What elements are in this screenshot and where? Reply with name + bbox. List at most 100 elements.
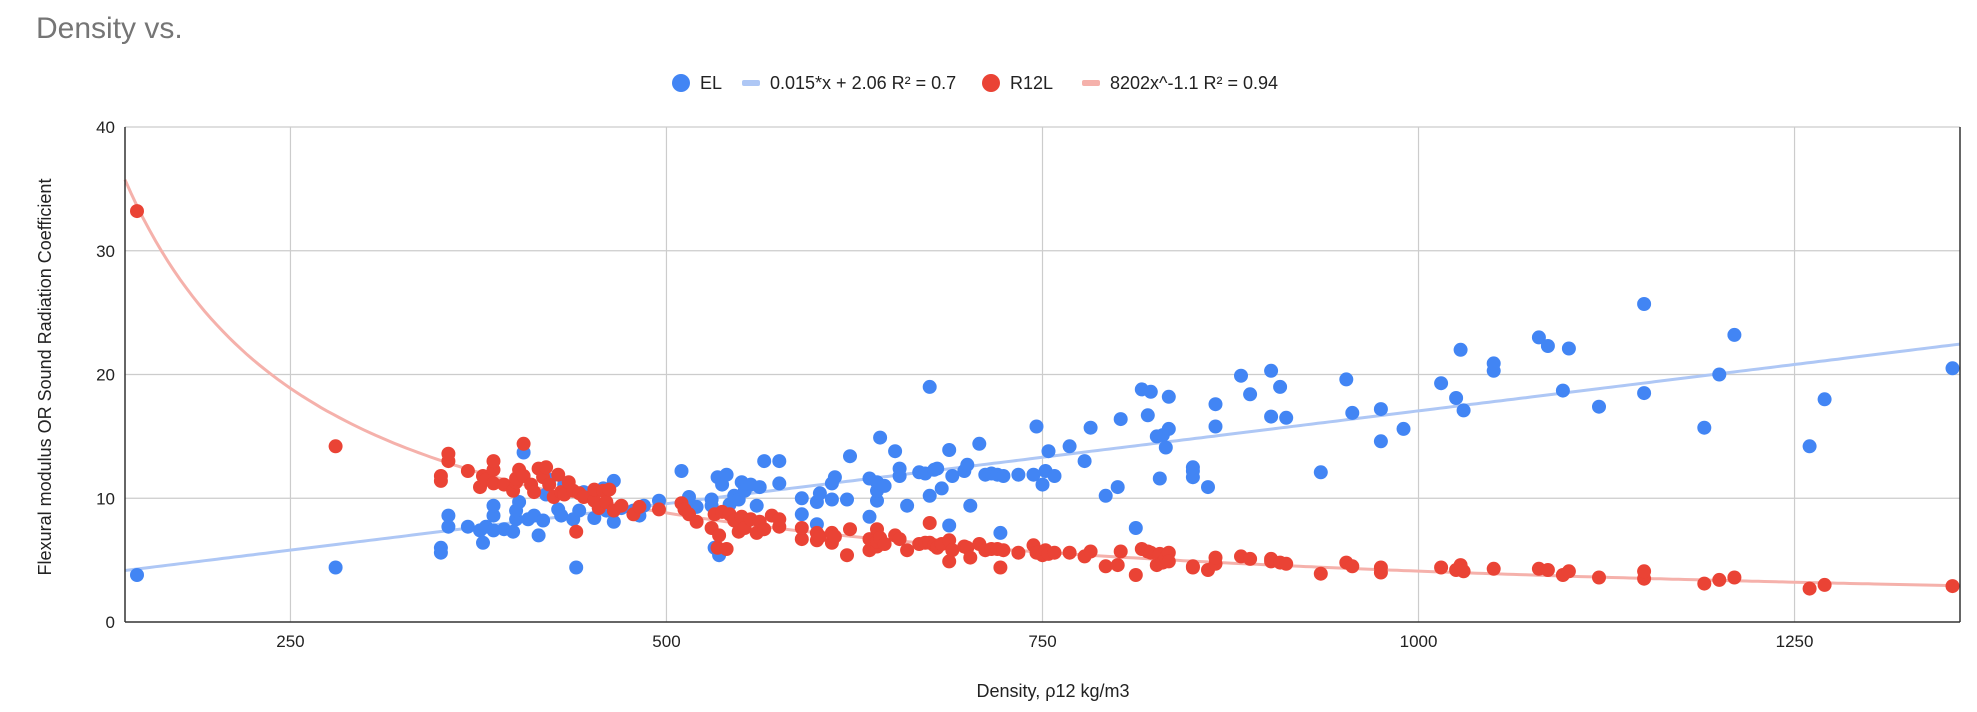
data-point-el xyxy=(1208,397,1223,412)
data-point-r12l xyxy=(1817,577,1832,592)
x-tick-label: 250 xyxy=(276,632,304,651)
data-point-el xyxy=(1077,454,1092,469)
data-point-r12l xyxy=(1712,572,1727,587)
data-point-el xyxy=(1561,341,1576,356)
data-point-el xyxy=(1540,339,1555,353)
data-point-el xyxy=(1273,379,1288,394)
data-point-el xyxy=(1345,405,1360,420)
data-point-el xyxy=(892,461,907,476)
data-point-el xyxy=(460,519,475,534)
data-point-el xyxy=(1637,297,1652,311)
data-point-el xyxy=(1264,363,1279,378)
data-point-el xyxy=(1128,521,1143,535)
data-point-el xyxy=(1373,434,1388,449)
data-point-r12l xyxy=(1113,544,1128,559)
data-point-el xyxy=(1486,356,1501,371)
data-point-el xyxy=(1201,480,1215,495)
data-point-el xyxy=(433,540,448,555)
data-point-el xyxy=(1098,488,1113,503)
legend-item[interactable]: EL xyxy=(672,73,722,93)
data-point-el xyxy=(1161,421,1176,436)
data-point-r12l xyxy=(963,550,978,565)
data-point-r12l xyxy=(689,514,704,529)
legend-item[interactable]: R12L xyxy=(982,73,1053,93)
data-point-el xyxy=(1110,480,1125,495)
x-tick-label: 500 xyxy=(652,632,680,651)
data-point-el xyxy=(1152,471,1167,486)
data-point-r12l xyxy=(843,522,857,537)
data-point-el xyxy=(877,478,892,493)
data-point-el xyxy=(130,568,144,582)
data-point-r12l xyxy=(1185,559,1200,574)
data-point-el xyxy=(1697,420,1712,435)
legend[interactable]: EL 0.015*x + 2.06 R² = 0.7 R12L 8202x^-1.1 … xyxy=(672,73,1278,93)
data-point-r12l xyxy=(794,521,809,535)
x-tick-label: 1250 xyxy=(1776,632,1814,651)
data-point-el xyxy=(1140,408,1155,423)
data-point-r12l xyxy=(1727,570,1742,585)
data-point-el xyxy=(870,493,884,508)
data-point-el xyxy=(486,498,501,513)
data-point-el xyxy=(934,481,949,496)
data-point-r12l xyxy=(1592,570,1606,585)
data-point-el xyxy=(1011,467,1026,482)
data-point-el xyxy=(1029,419,1044,434)
data-point-r12l xyxy=(942,554,957,569)
data-point-el xyxy=(531,528,546,543)
data-point-r12l xyxy=(1945,579,1960,594)
data-point-el xyxy=(945,469,960,483)
legend-item[interactable]: 8202x^-1.1 R² = 0.94 xyxy=(1082,73,1278,93)
data-points xyxy=(130,204,1960,596)
legend-item[interactable]: 0.015*x + 2.06 R² = 0.7 xyxy=(742,73,956,93)
data-point-el xyxy=(942,518,957,533)
data-point-el xyxy=(1456,403,1471,418)
data-point-el xyxy=(674,464,689,478)
data-point-el xyxy=(1453,342,1468,357)
data-point-r12l xyxy=(719,542,734,556)
data-point-r12l xyxy=(632,499,647,514)
data-point-r12l xyxy=(1456,564,1471,579)
data-point-el xyxy=(1279,410,1294,425)
data-point-r12l xyxy=(486,476,501,491)
legend-line-icon xyxy=(1082,80,1100,86)
data-point-el xyxy=(1817,392,1832,407)
data-point-el xyxy=(1945,361,1960,376)
data-point-el xyxy=(719,467,734,482)
data-point-r12l xyxy=(539,460,554,475)
data-point-r12l xyxy=(1161,554,1176,569)
data-point-r12l xyxy=(1637,564,1652,579)
data-point-el xyxy=(840,492,854,507)
data-point-el xyxy=(824,492,839,507)
data-point-r12l xyxy=(1083,544,1098,559)
data-point-el xyxy=(922,379,937,394)
data-point-r12l xyxy=(569,524,584,539)
y-tick-label: 40 xyxy=(96,118,115,137)
legend-marker-icon xyxy=(672,74,690,92)
data-point-el xyxy=(772,476,787,491)
data-point-r12l xyxy=(812,529,827,544)
data-point-r12l xyxy=(1540,563,1555,577)
data-point-el xyxy=(328,560,343,575)
data-point-el xyxy=(960,457,975,472)
data-point-r12l xyxy=(772,512,787,527)
data-point-el xyxy=(536,513,551,528)
y-tick-label: 30 xyxy=(96,242,115,261)
data-point-el xyxy=(486,523,501,538)
data-point-r12l xyxy=(1802,581,1817,596)
data-point-r12l xyxy=(794,532,809,547)
data-point-el xyxy=(1047,469,1062,483)
data-point-r12l xyxy=(900,543,915,558)
data-point-el xyxy=(1208,419,1223,434)
data-point-r12l xyxy=(551,467,566,482)
data-point-el xyxy=(441,519,456,534)
data-point-el xyxy=(930,461,945,476)
data-point-r12l xyxy=(892,532,907,547)
data-point-el xyxy=(1592,399,1606,414)
data-point-el xyxy=(922,488,937,503)
data-point-r12l xyxy=(827,529,842,544)
data-point-el xyxy=(900,498,915,513)
data-point-el xyxy=(1113,412,1128,427)
y-tick-label: 0 xyxy=(106,613,115,632)
y-tick-label: 20 xyxy=(96,366,115,385)
